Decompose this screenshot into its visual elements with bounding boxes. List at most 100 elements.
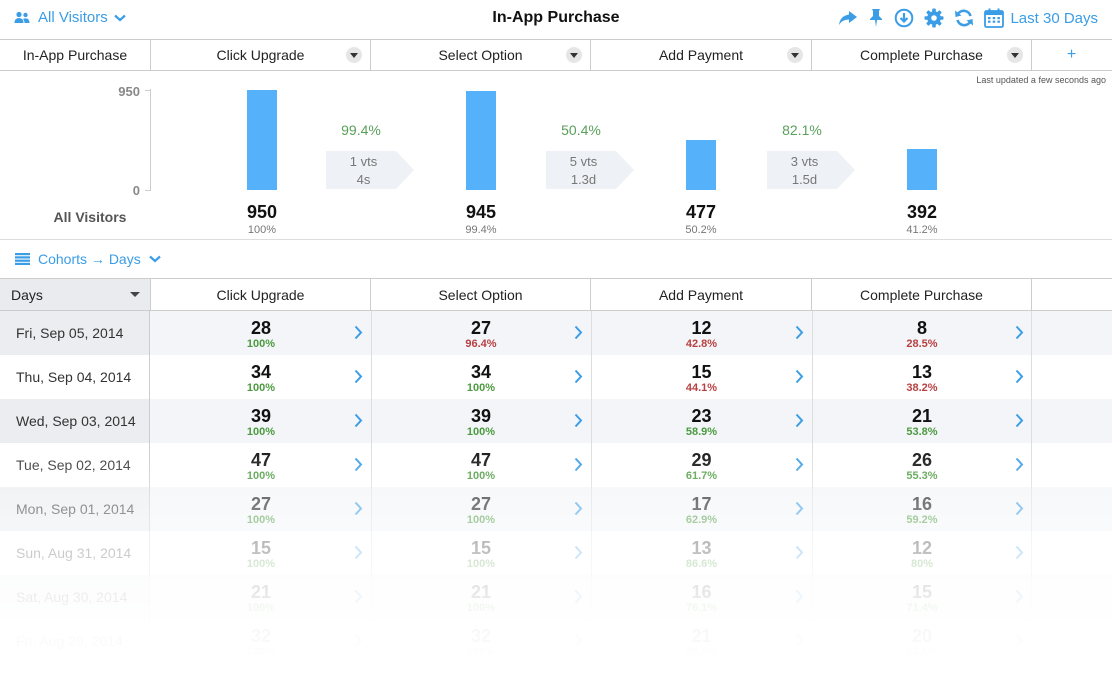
cell-count: 15 — [470, 538, 492, 558]
cohort-cell[interactable]: 21 53.8% — [812, 399, 1032, 443]
cohorts-label: Cohorts — [38, 251, 88, 267]
row-date: Fri, Aug 29, 2014 — [0, 619, 150, 663]
cohorts-selector[interactable]: Cohorts → Days — [15, 251, 169, 267]
step-select-option[interactable]: Select Option — [371, 40, 591, 70]
cell-percent: 61.7% — [685, 470, 718, 482]
download-button[interactable] — [894, 8, 914, 28]
step-count: 477 — [685, 202, 717, 222]
cohort-cell[interactable]: 13 86.6% — [591, 531, 812, 575]
cohort-cell[interactable]: 34 100% — [151, 355, 371, 399]
column-header: Click Upgrade — [151, 279, 371, 310]
share-button[interactable] — [838, 9, 858, 27]
cell-percent: 71.4% — [906, 602, 938, 614]
date-range-picker[interactable]: Last 30 Days — [984, 8, 1098, 28]
settings-button[interactable] — [924, 8, 944, 28]
cohort-cell[interactable]: 32 100% — [371, 619, 591, 663]
cell-percent: 65.6% — [685, 646, 718, 658]
step-percent: 100% — [247, 224, 277, 236]
table-header: Days Click Upgrade Select Option Add Pay… — [0, 278, 1112, 311]
cohort-cell[interactable]: 32 100% — [151, 619, 371, 663]
cell-count: 15 — [911, 582, 933, 602]
chevron-right-icon — [574, 413, 583, 428]
step-menu-button[interactable] — [1007, 47, 1023, 63]
refresh-button[interactable] — [954, 8, 974, 28]
cohort-cell[interactable]: 15 44.1% — [591, 355, 812, 399]
chevron-down-icon — [114, 14, 126, 21]
cohort-cell[interactable]: 16 76.1% — [591, 575, 812, 619]
top-bar: All Visitors In-App Purchase — [0, 0, 1112, 39]
column-divider — [591, 399, 592, 443]
funnel-name: In-App Purchase — [0, 40, 151, 70]
users-icon — [14, 11, 30, 23]
row-date: Thu, Sep 04, 2014 — [0, 355, 150, 399]
arrow-shape — [767, 151, 855, 189]
cohort-cell[interactable]: 20 62.5% — [812, 619, 1032, 663]
chevron-right-icon — [354, 325, 363, 340]
funnel-bar — [466, 90, 496, 190]
pin-button[interactable] — [868, 8, 884, 28]
step-count: 392 — [906, 202, 938, 222]
step-menu-button[interactable] — [566, 47, 582, 63]
cohort-cell[interactable]: 39 100% — [151, 399, 371, 443]
cohort-cell[interactable]: 16 59.2% — [812, 487, 1032, 531]
cohort-cell[interactable]: 12 80% — [812, 531, 1032, 575]
cohort-cell[interactable]: 39 100% — [371, 399, 591, 443]
segment-selector[interactable]: All Visitors — [14, 9, 134, 26]
cell-count: 16 — [911, 494, 933, 514]
cohort-cell[interactable]: 27 100% — [371, 487, 591, 531]
transition-arrow: 5 vts 1.3d — [546, 151, 636, 189]
cell-count: 39 — [250, 406, 272, 426]
conversion-rate: 99.4% — [341, 122, 381, 138]
conversion-rate: 50.4% — [561, 122, 601, 138]
cohort-cell[interactable]: 15 100% — [151, 531, 371, 575]
column-divider — [1031, 399, 1032, 443]
cohort-cell[interactable]: 29 61.7% — [591, 443, 812, 487]
cell-percent: 58.9% — [685, 426, 718, 438]
cohort-cell[interactable]: 23 58.9% — [591, 399, 812, 443]
cohort-cell[interactable]: 28 100% — [151, 311, 371, 355]
step-menu-button[interactable] — [787, 47, 803, 63]
cohort-cell[interactable]: 47 100% — [371, 443, 591, 487]
table-row: Fri, Sep 05, 2014 28 100% 27 96.4% 12 42.8% 8 28… — [0, 311, 1112, 355]
cohort-cell[interactable]: 17 62.9% — [591, 487, 812, 531]
cohort-cell[interactable]: 13 38.2% — [812, 355, 1032, 399]
cohort-cell[interactable]: 26 55.3% — [812, 443, 1032, 487]
cohort-cell[interactable]: 27 96.4% — [371, 311, 591, 355]
cell-count: 27 — [470, 318, 492, 338]
cell-percent: 55.3% — [906, 470, 938, 482]
funnel-steps-header: In-App Purchase Click Upgrade Select Opt… — [0, 39, 1112, 71]
step-click-upgrade[interactable]: Click Upgrade — [151, 40, 371, 70]
step-add-payment[interactable]: Add Payment — [591, 40, 812, 70]
gear-icon — [924, 8, 944, 28]
column-divider — [591, 355, 592, 399]
cohort-cell[interactable]: 12 42.8% — [591, 311, 812, 355]
segment-label: All Visitors — [38, 9, 108, 26]
cohort-cell[interactable]: 8 28.5% — [812, 311, 1032, 355]
step-menu-button[interactable] — [346, 47, 362, 63]
cohort-cell[interactable]: 15 100% — [371, 531, 591, 575]
transition-arrow: 1 vts 4s — [326, 151, 416, 189]
step-label: Complete Purchase — [860, 47, 983, 63]
cohort-cell[interactable]: 15 71.4% — [812, 575, 1032, 619]
add-step-button[interactable]: + — [1066, 46, 1077, 63]
cell-count: 15 — [691, 362, 712, 382]
cohort-cell[interactable]: 34 100% — [371, 355, 591, 399]
toolbar: Last 30 Days — [828, 8, 1098, 28]
cell-count: 8 — [916, 318, 927, 338]
step-label: Add Payment — [658, 47, 744, 63]
cohort-cell[interactable]: 21 100% — [151, 575, 371, 619]
cohort-cell[interactable]: 21 100% — [371, 575, 591, 619]
cell-count: 21 — [250, 582, 272, 602]
step-complete-purchase[interactable]: Complete Purchase — [812, 40, 1032, 70]
chevron-right-icon — [354, 457, 363, 472]
cohort-cell[interactable]: 27 100% — [151, 487, 371, 531]
cell-percent: 100% — [466, 382, 496, 394]
days-column-sort[interactable]: Days — [0, 279, 151, 310]
cohort-cell[interactable]: 21 65.6% — [591, 619, 812, 663]
y-axis — [150, 89, 151, 191]
cell-percent: 62.9% — [685, 514, 718, 526]
chevron-right-icon — [795, 325, 804, 340]
cell-count: 13 — [911, 362, 933, 382]
cell-percent: 100% — [466, 646, 496, 658]
cohort-cell[interactable]: 47 100% — [151, 443, 371, 487]
